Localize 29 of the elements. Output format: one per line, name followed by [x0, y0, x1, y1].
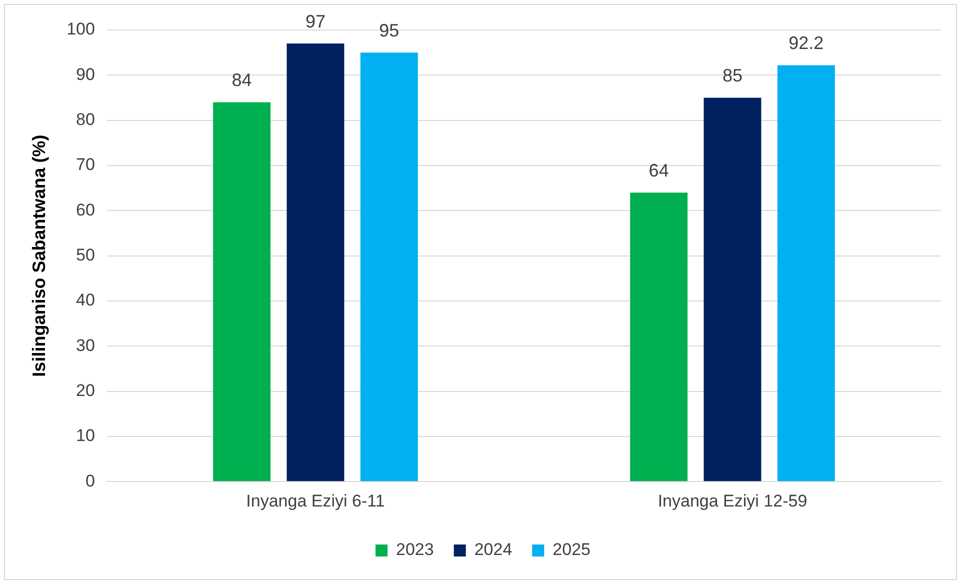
- bar: [360, 52, 418, 482]
- y-tick-label: 90: [76, 64, 95, 84]
- y-tick-label: 20: [76, 380, 95, 400]
- y-tick-label: 60: [76, 200, 95, 220]
- x-tick-label: Inyanga Eziyi 6-11: [246, 491, 385, 510]
- y-tick-label: 30: [76, 336, 95, 355]
- bar: [777, 65, 835, 482]
- data-label: 92.2: [788, 33, 824, 54]
- y-tick-label: 100: [66, 20, 95, 39]
- data-label: 97: [305, 12, 326, 32]
- bar: [704, 98, 762, 482]
- data-label: 85: [722, 66, 743, 86]
- bar: [213, 102, 271, 482]
- legend-label: 2024: [474, 540, 512, 560]
- y-tick-label: 80: [76, 110, 95, 130]
- legend-label: 2023: [396, 540, 434, 560]
- y-axis-title: Isilinganiso Sabantwana (%): [28, 134, 49, 377]
- bar: [286, 44, 344, 482]
- y-tick-label: 50: [76, 245, 95, 264]
- data-label: 95: [379, 20, 400, 41]
- data-label: 84: [232, 70, 252, 90]
- y-tick-label: 0: [85, 471, 95, 490]
- y-tick-label: 10: [76, 426, 95, 446]
- data-label: 64: [648, 160, 669, 181]
- bar: [630, 192, 688, 482]
- y-tick-label: 40: [76, 290, 95, 310]
- legend-label: 2025: [552, 540, 590, 560]
- y-tick-label: 70: [76, 155, 95, 174]
- x-tick-label: Inyanga Eziyi 12-59: [658, 491, 808, 510]
